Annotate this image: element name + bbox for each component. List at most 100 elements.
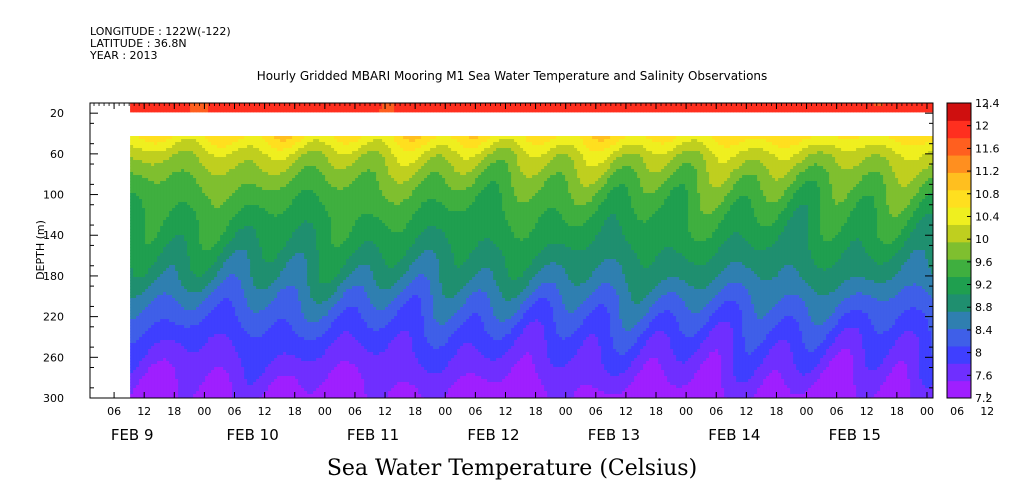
heatmap-cell: [136, 217, 140, 221]
heatmap-cell: [205, 166, 209, 170]
heatmap-cell: [244, 310, 248, 314]
heatmap-cell: [166, 274, 170, 278]
heatmap-cell: [133, 136, 137, 140]
heatmap-cell: [154, 253, 158, 257]
heatmap-cell: [259, 391, 263, 395]
heatmap-cell: [166, 247, 170, 251]
heatmap-cell: [289, 352, 293, 356]
heatmap-cell: [184, 268, 188, 272]
heatmap-cell: [226, 244, 230, 248]
heatmap-cell: [163, 358, 167, 362]
heatmap-cell: [232, 241, 236, 245]
heatmap-cell: [280, 349, 284, 353]
heatmap-cell: [238, 145, 242, 149]
heatmap-cell: [229, 355, 233, 359]
heatmap-cell: [262, 148, 266, 152]
heatmap-cell: [178, 163, 182, 167]
heatmap-cell: [241, 256, 245, 260]
heatmap-cell: [286, 184, 290, 188]
heatmap-cell: [169, 235, 173, 239]
heatmap-cell: [211, 295, 215, 299]
heatmap-cell: [175, 286, 179, 290]
heatmap-cell: [187, 382, 191, 386]
heatmap-cell: [145, 259, 149, 263]
heatmap-cell: [166, 376, 170, 380]
heatmap-cell: [136, 211, 140, 215]
heatmap-cell: [169, 145, 173, 149]
heatmap-cell: [151, 295, 155, 299]
heatmap-cell: [259, 370, 263, 374]
heatmap-cell: [262, 223, 266, 227]
heatmap-cell: [241, 361, 245, 365]
heatmap-cell: [244, 184, 248, 188]
heatmap-cell: [166, 187, 170, 191]
heatmap-cell: [256, 157, 260, 161]
heatmap-cell: [229, 388, 233, 392]
heatmap-cell: [169, 175, 173, 179]
heatmap-cell: [181, 388, 185, 392]
heatmap-cell: [205, 304, 209, 308]
heatmap-cell: [283, 325, 287, 329]
heatmap-cell: [160, 217, 164, 221]
heatmap-cell: [148, 268, 152, 272]
heatmap-cell: [184, 343, 188, 347]
heatmap-cell: [283, 196, 287, 200]
heatmap-cell: [229, 352, 233, 356]
heatmap-cell: [199, 235, 203, 239]
heatmap-cell: [205, 394, 209, 398]
heatmap-cell: [277, 220, 281, 224]
heatmap-cell: [292, 148, 296, 152]
heatmap-cell: [145, 262, 149, 266]
heatmap-cell: [286, 301, 290, 305]
heatmap-cell: [286, 235, 290, 239]
heatmap-cell: [154, 361, 158, 365]
heatmap-cell: [244, 340, 248, 344]
heatmap-cell: [223, 160, 227, 164]
heatmap-cell: [259, 160, 263, 164]
heatmap-cell: [274, 160, 278, 164]
heatmap-cell: [184, 391, 188, 395]
heatmap-cell: [199, 103, 203, 107]
heatmap-cell: [196, 142, 200, 146]
heatmap-cell: [196, 160, 200, 164]
heatmap-cell: [172, 373, 176, 377]
heatmap-cell: [130, 316, 134, 320]
heatmap-cell: [133, 274, 137, 278]
heatmap-cell: [166, 280, 170, 284]
heatmap-cell: [268, 211, 272, 215]
heatmap-cell: [139, 208, 143, 212]
heatmap-cell: [163, 136, 167, 140]
heatmap-cell: [220, 169, 224, 173]
heatmap-cell: [241, 136, 245, 140]
heatmap-cell: [202, 199, 206, 203]
heatmap-cell: [169, 340, 173, 344]
heatmap-cell: [151, 208, 155, 212]
heatmap-cell: [226, 328, 230, 332]
heatmap-cell: [229, 304, 233, 308]
heatmap-cell: [136, 181, 140, 185]
heatmap-cell: [184, 217, 188, 221]
heatmap-cell: [223, 352, 227, 356]
heatmap-cell: [292, 268, 296, 272]
heatmap-cell: [136, 196, 140, 200]
heatmap-cell: [289, 232, 293, 236]
heatmap-cell: [274, 247, 278, 251]
heatmap-cell: [184, 337, 188, 341]
heatmap-cell: [271, 205, 275, 209]
heatmap-cell: [289, 304, 293, 308]
heatmap-cell: [178, 220, 182, 224]
heatmap-cell: [229, 136, 233, 140]
heatmap-cell: [205, 235, 209, 239]
heatmap-cell: [223, 295, 227, 299]
heatmap-cell: [181, 193, 185, 197]
heatmap-cell: [208, 286, 212, 290]
heatmap-cell: [199, 271, 203, 275]
heatmap-cell: [220, 172, 224, 176]
heatmap-cell: [178, 148, 182, 152]
heatmap-cell: [166, 346, 170, 350]
heatmap-cell: [172, 310, 176, 314]
heatmap-cell: [253, 364, 257, 368]
heatmap-cell: [139, 295, 143, 299]
heatmap-cell: [286, 199, 290, 203]
heatmap-cell: [217, 199, 221, 203]
